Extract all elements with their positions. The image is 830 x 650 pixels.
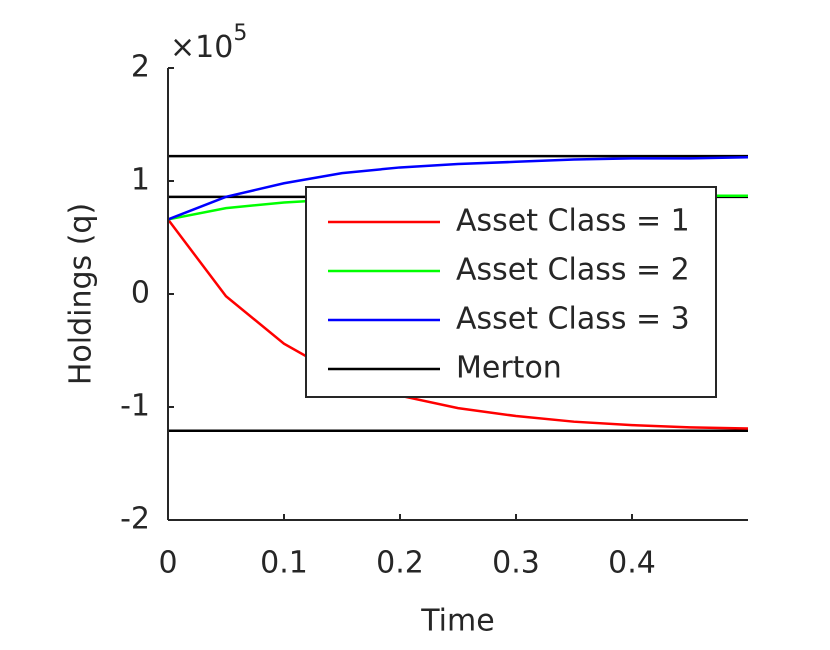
multiplier-exponent: 5: [233, 21, 247, 46]
y-tick-label: 2: [131, 50, 150, 85]
x-tick-label: 0: [158, 546, 177, 581]
y-tick-label: 1: [131, 163, 150, 198]
y-tick-label: 0: [131, 276, 150, 311]
y-multiplier: ×105: [170, 21, 247, 65]
y-tick-label: -2: [120, 502, 150, 537]
legend-label: Asset Class = 2: [456, 253, 690, 288]
series-line: [167, 218, 749, 430]
x-tick-label: 0.2: [376, 546, 424, 581]
y-axis-label: Holdings (q): [64, 203, 99, 385]
multiplier-base: ×10: [170, 30, 233, 65]
x-tick-label: 0.4: [608, 546, 656, 581]
series-line: [167, 156, 749, 221]
x-tick-label: 0.3: [492, 546, 540, 581]
y-tick-label: -1: [120, 389, 150, 424]
x-tick-label: 0.1: [260, 546, 308, 581]
x-axis-label: Time: [420, 604, 494, 639]
legend-label: Asset Class = 3: [456, 302, 690, 337]
legend-label: Asset Class = 1: [456, 204, 690, 239]
legend-label: Merton: [456, 351, 562, 386]
